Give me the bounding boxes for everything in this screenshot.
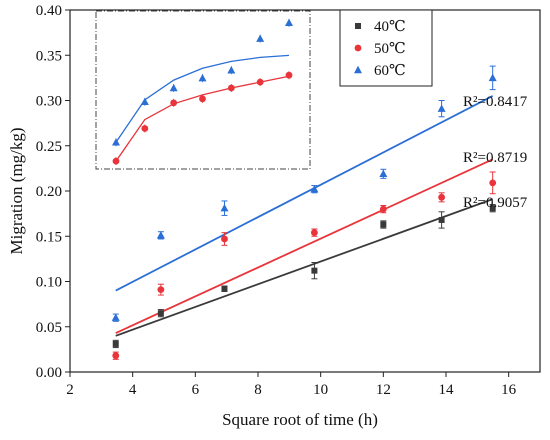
y-tick-label: 0.15 xyxy=(36,229,62,245)
fit-lines xyxy=(115,95,494,337)
inset-point-circle xyxy=(141,125,149,132)
axes-layer xyxy=(65,9,541,377)
data-point-square xyxy=(438,216,445,223)
legend-marker-square xyxy=(355,23,361,29)
data-point-circle xyxy=(438,193,446,201)
inset-point-circle xyxy=(256,78,264,86)
r-squared-label: R²=0.8417 xyxy=(463,94,528,110)
y-axis-title: Migration (mg/kg) xyxy=(7,127,26,254)
x-tick-label: 10 xyxy=(313,382,328,398)
legend: 40℃ 50℃ 60℃ xyxy=(339,9,433,87)
y-tick-label: 0.25 xyxy=(36,139,62,155)
inset-point-triangle xyxy=(169,83,178,92)
labels-layer: 2 4 6 8 10 12 14 16 0.00 0.05 0.10 0.15 0.20 0.25 0.30… xyxy=(7,3,528,429)
x-tick-label: 16 xyxy=(501,382,517,398)
y-tick-label: 0.30 xyxy=(36,94,62,110)
inset-point-triangle xyxy=(140,97,149,106)
inset-point-circle xyxy=(170,99,178,107)
inset-point-triangle xyxy=(112,138,120,146)
legend-marker-triangle xyxy=(354,65,362,74)
legend-marker-circle xyxy=(354,44,362,52)
data-point-circle xyxy=(221,235,228,243)
legend-label: 50℃ xyxy=(374,41,406,57)
data-point-square xyxy=(157,310,164,317)
x-tick-label: 12 xyxy=(376,382,391,398)
x-tick-label: 14 xyxy=(439,382,455,398)
inset-plot xyxy=(95,10,311,170)
fit-line-circle xyxy=(115,158,494,334)
plot-frame xyxy=(69,9,541,373)
data-point-triangle xyxy=(488,73,497,82)
x-tick-label: 2 xyxy=(66,382,74,398)
y-tick-label: 0.00 xyxy=(36,365,62,381)
data-point-triangle xyxy=(310,184,319,193)
data-point-square xyxy=(380,221,387,228)
inset-point-triangle xyxy=(256,34,265,42)
data-point-triangle xyxy=(379,169,388,178)
y-tick-label: 0.05 xyxy=(36,320,62,336)
data-point-square xyxy=(489,205,496,212)
data-point-circle xyxy=(489,179,497,187)
data-point-triangle xyxy=(111,313,120,321)
x-axis-title: Square root of time (h) xyxy=(222,410,378,429)
y-tick-label: 0.35 xyxy=(36,48,62,64)
inset-point-triangle xyxy=(198,73,207,82)
data-points xyxy=(111,65,497,360)
inset-curve-circle xyxy=(115,75,290,162)
inset-point-circle xyxy=(285,71,293,79)
inset-point-circle xyxy=(112,157,120,165)
inset-point-triangle xyxy=(285,18,293,27)
data-point-triangle xyxy=(220,203,229,212)
data-point-circle xyxy=(112,352,120,360)
fit-line-square xyxy=(115,198,493,337)
inset-point-circle xyxy=(227,84,235,92)
x-tick-label: 4 xyxy=(129,382,137,398)
inset-point-circle xyxy=(199,95,206,103)
data-point-triangle xyxy=(156,231,165,239)
data-point-square xyxy=(221,285,228,292)
data-point-circle xyxy=(311,229,318,237)
data-point-circle xyxy=(379,205,387,213)
data-point-square xyxy=(311,267,318,274)
r-squared-label: R²=0.8719 xyxy=(463,150,527,166)
inset-point-triangle xyxy=(227,66,236,74)
data-point-circle xyxy=(157,286,165,294)
data-point-square xyxy=(112,340,119,347)
fit-line-triangle xyxy=(115,95,494,292)
y-tick-label: 0.40 xyxy=(36,3,62,19)
data-point-triangle xyxy=(437,104,446,112)
y-tick-label: 0.20 xyxy=(36,184,62,200)
y-tick-label: 0.10 xyxy=(36,275,62,291)
x-tick-label: 6 xyxy=(192,382,200,398)
x-tick-label: 8 xyxy=(254,382,262,398)
r-squared-label: R²=0.9057 xyxy=(463,195,528,211)
inset-frame xyxy=(95,10,311,170)
legend-label: 60℃ xyxy=(374,63,406,79)
legend-label: 40℃ xyxy=(374,19,406,35)
